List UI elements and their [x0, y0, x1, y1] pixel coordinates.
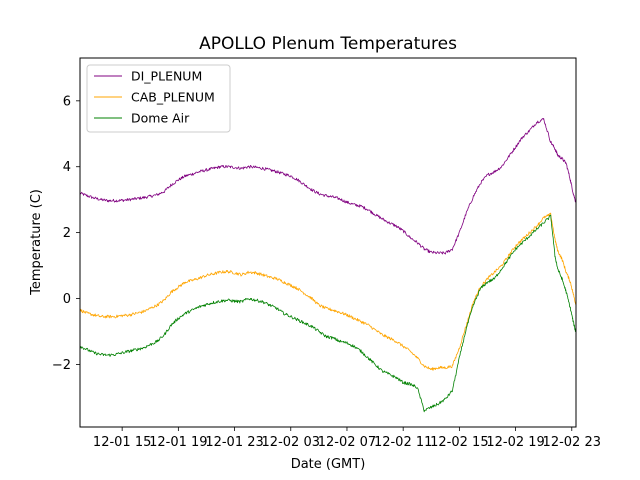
x-tick-label: 12-01 19 — [149, 435, 207, 450]
plot-frame — [79, 57, 577, 428]
x-tick-label: 12-02 19 — [486, 435, 544, 450]
x-tick-label: 12-02 23 — [543, 435, 601, 450]
legend-label-di-plenum: DI_PLENUM — [131, 69, 202, 84]
y-tick-label: 4 — [63, 160, 71, 175]
x-tick-label: 12-02 11 — [374, 435, 432, 450]
x-axis-label: Date (GMT) — [291, 457, 366, 472]
legend-label-dome-air: Dome Air — [131, 111, 190, 126]
y-axis: −2 0 2 4 6 — [52, 94, 80, 373]
series-line-cab-plenum — [80, 212, 576, 371]
x-tick-label: 12-01 23 — [205, 435, 263, 450]
x-tick-label: 12-02 15 — [430, 435, 488, 450]
y-tick-label: −2 — [52, 358, 71, 373]
series-line-di-plenum — [80, 118, 576, 255]
legend-box — [86, 64, 231, 133]
x-tick-label: 12-01 15 — [93, 435, 151, 450]
legend-label-cab-plenum: CAB_PLENUM — [131, 90, 215, 105]
series-layer — [80, 118, 576, 413]
legend: DI_PLENUM CAB_PLENUM Dome Air — [86, 64, 231, 133]
y-tick-label: 6 — [63, 94, 71, 109]
x-tick-label: 12-02 03 — [262, 435, 320, 450]
y-axis-label: Temperature (C) — [29, 189, 44, 296]
series-line-dome-air — [80, 214, 576, 413]
y-tick-label: 2 — [63, 226, 71, 241]
y-tick-label: 0 — [63, 292, 71, 307]
x-tick-label: 12-02 07 — [318, 435, 376, 450]
chart-title: APOLLO Plenum Temperatures — [199, 34, 457, 54]
